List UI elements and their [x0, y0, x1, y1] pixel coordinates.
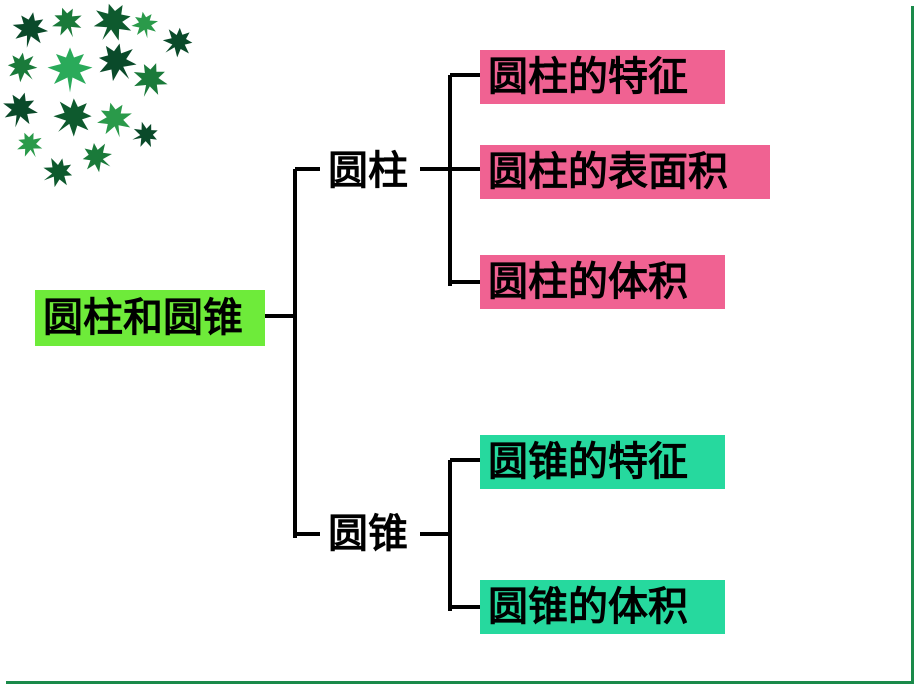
frame-bottom — [6, 681, 914, 684]
cone-feature-leaf: 圆锥的特征 — [480, 435, 725, 489]
connector — [265, 314, 295, 318]
connector — [450, 280, 480, 284]
cylinder-volume-leaf: 圆柱的体积 — [480, 255, 725, 309]
root-node: 圆柱和圆锥 — [35, 290, 265, 346]
cylinder-node: 圆柱 — [320, 145, 420, 197]
connector — [450, 458, 480, 462]
cone-volume-leaf: 圆锥的体积 — [480, 580, 725, 634]
connector — [450, 167, 480, 171]
connector — [448, 460, 452, 611]
cylinder-surface-leaf: 圆柱的表面积 — [480, 145, 770, 199]
frame-right — [911, 6, 914, 684]
connector — [448, 75, 452, 286]
leaf-decoration — [0, 0, 220, 190]
connector — [420, 532, 450, 536]
connector — [420, 167, 450, 171]
connector — [293, 169, 297, 538]
connector — [295, 167, 320, 171]
cone-node: 圆锥 — [320, 508, 420, 560]
cylinder-feature-leaf: 圆柱的特征 — [480, 50, 725, 104]
connector — [450, 605, 480, 609]
connector — [450, 73, 480, 77]
connector — [295, 532, 320, 536]
